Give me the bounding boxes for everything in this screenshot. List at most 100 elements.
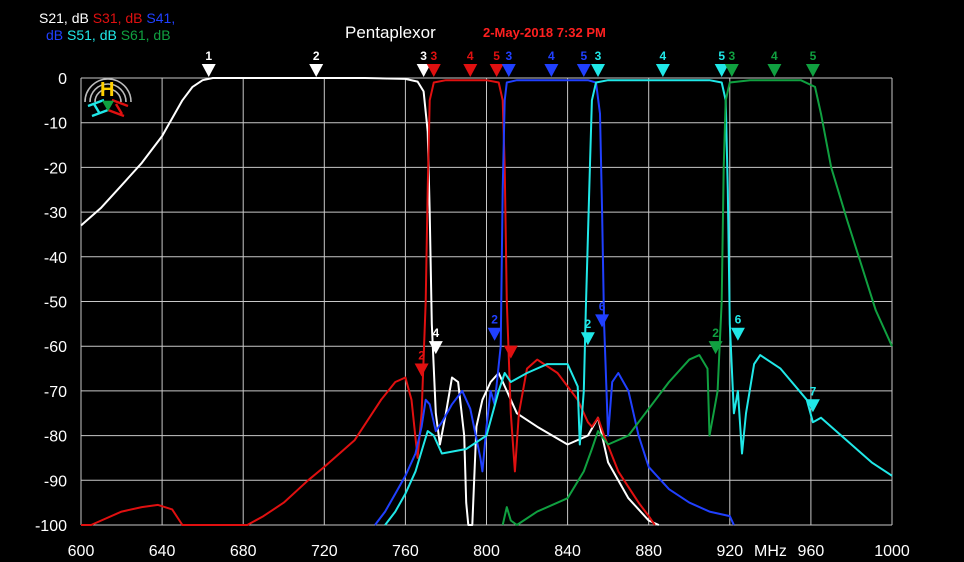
marker-label: 5: [810, 49, 817, 63]
x-tick-label: 960: [798, 543, 825, 560]
marker-triangle: [591, 64, 606, 77]
marker: 4: [655, 49, 670, 77]
legend-entry: S61, dB: [121, 27, 171, 43]
marker-triangle: [730, 327, 745, 341]
marker: 1: [201, 49, 216, 77]
marker: 3: [724, 49, 739, 77]
marker: 5: [489, 49, 504, 77]
series-lines: [80, 77, 893, 526]
marker-triangle: [655, 64, 670, 77]
y-tick-label: -50: [44, 295, 67, 312]
marker-triangle: [414, 363, 429, 377]
y-tick-label: -20: [44, 160, 67, 177]
x-tick-label: 640: [149, 543, 176, 560]
marker-triangle: [805, 64, 820, 77]
marker-label: 3: [595, 49, 602, 63]
marker-triangle: [544, 64, 559, 77]
marker-label: 1: [205, 49, 212, 63]
marker-label: 6: [599, 299, 606, 313]
marker-label: 3: [505, 49, 512, 63]
marker: 6: [730, 313, 745, 341]
y-tick-label: -30: [44, 205, 67, 222]
timestamp: 2-May-2018 7:32 PM: [483, 25, 606, 40]
marker-label: 4: [432, 326, 439, 340]
marker-label: 2: [313, 49, 320, 63]
legend-entry: S21, dB: [39, 10, 93, 26]
marker: 2: [414, 348, 429, 377]
marker-label: 4: [771, 49, 778, 63]
antenna-waves-icon: [84, 78, 132, 103]
marker-label: 2: [712, 326, 719, 340]
marker: 5: [714, 49, 729, 77]
marker-triangle: [428, 341, 443, 355]
marker: 2: [309, 49, 324, 77]
logo-letter: H: [100, 79, 114, 101]
marker: 4: [544, 49, 559, 77]
marker-triangle: [714, 64, 729, 77]
marker-label: 2: [418, 348, 425, 362]
marker-triangle: [503, 345, 518, 359]
logo: H: [84, 78, 132, 118]
marker: 4: [767, 49, 782, 77]
series-line-s61-db: [501, 79, 893, 526]
y-tick-label: -90: [44, 473, 67, 490]
x-tick-label: 800: [473, 543, 500, 560]
marker-label: 7: [810, 384, 817, 398]
marker-label: 3: [728, 49, 735, 63]
marker-triangle: [595, 314, 610, 328]
marker-label: 4: [467, 49, 474, 63]
marker-triangle: [576, 64, 591, 77]
y-tick-label: -10: [44, 116, 67, 133]
marker: 3: [426, 49, 441, 77]
y-tick-label: -60: [44, 339, 67, 356]
series-line-s41-db: [374, 79, 735, 526]
y-tick-label: -80: [44, 429, 67, 446]
marker: [503, 345, 518, 359]
marker-label: 3: [430, 49, 437, 63]
y-tick-label: 0: [58, 71, 67, 88]
marker: 3: [416, 49, 431, 77]
marker: 4: [428, 326, 443, 355]
legend-line: dB S51, dB S61, dB: [46, 27, 171, 43]
x-tick-label: 680: [230, 543, 257, 560]
x-tick-label: 720: [311, 543, 338, 560]
marker-label: 4: [660, 49, 667, 63]
series-line-s51-db: [384, 79, 893, 526]
marker: 2: [487, 313, 502, 341]
marker-label: 4: [548, 49, 555, 63]
marker-triangle: [724, 64, 739, 77]
marker-triangle: [426, 64, 441, 77]
x-tick-label: 1000: [874, 543, 910, 560]
legend-entry: S41,: [146, 10, 175, 26]
series-line-s31-db: [81, 79, 656, 526]
legend-entry: S31, dB: [93, 10, 147, 26]
x-tick-label: 880: [635, 543, 662, 560]
crossed-h-icon: [87, 98, 129, 118]
marker-triangle: [489, 64, 504, 77]
grid: [80, 77, 893, 526]
marker-triangle: [416, 64, 431, 77]
legend: S21, dB S31, dB S41,dB S51, dB S61, dB: [39, 10, 175, 43]
marker: 3: [501, 49, 516, 77]
marker-triangle: [767, 64, 782, 77]
marker: 3: [591, 49, 606, 77]
marker-label: 2: [491, 313, 498, 327]
x-tick-labels: 600 640 680 720 760 800 840 880 920 960 1000: [68, 543, 910, 560]
y-tick-label: -100: [35, 518, 67, 535]
marker: 2: [708, 326, 723, 355]
marker: 7: [805, 384, 820, 413]
marker-triangle: [309, 64, 324, 77]
legend-entry: S51, dB: [67, 27, 121, 43]
x-axis-unit: MHz: [754, 543, 787, 560]
marker-label: 5: [580, 49, 587, 63]
marker-label: 5: [493, 49, 500, 63]
marker-triangle: [487, 327, 502, 341]
marker: 5: [805, 49, 820, 77]
x-tick-label: 760: [392, 543, 419, 560]
marker-label: 3: [420, 49, 427, 63]
y-tick-label: -70: [44, 384, 67, 401]
marker-triangle: [201, 64, 216, 77]
